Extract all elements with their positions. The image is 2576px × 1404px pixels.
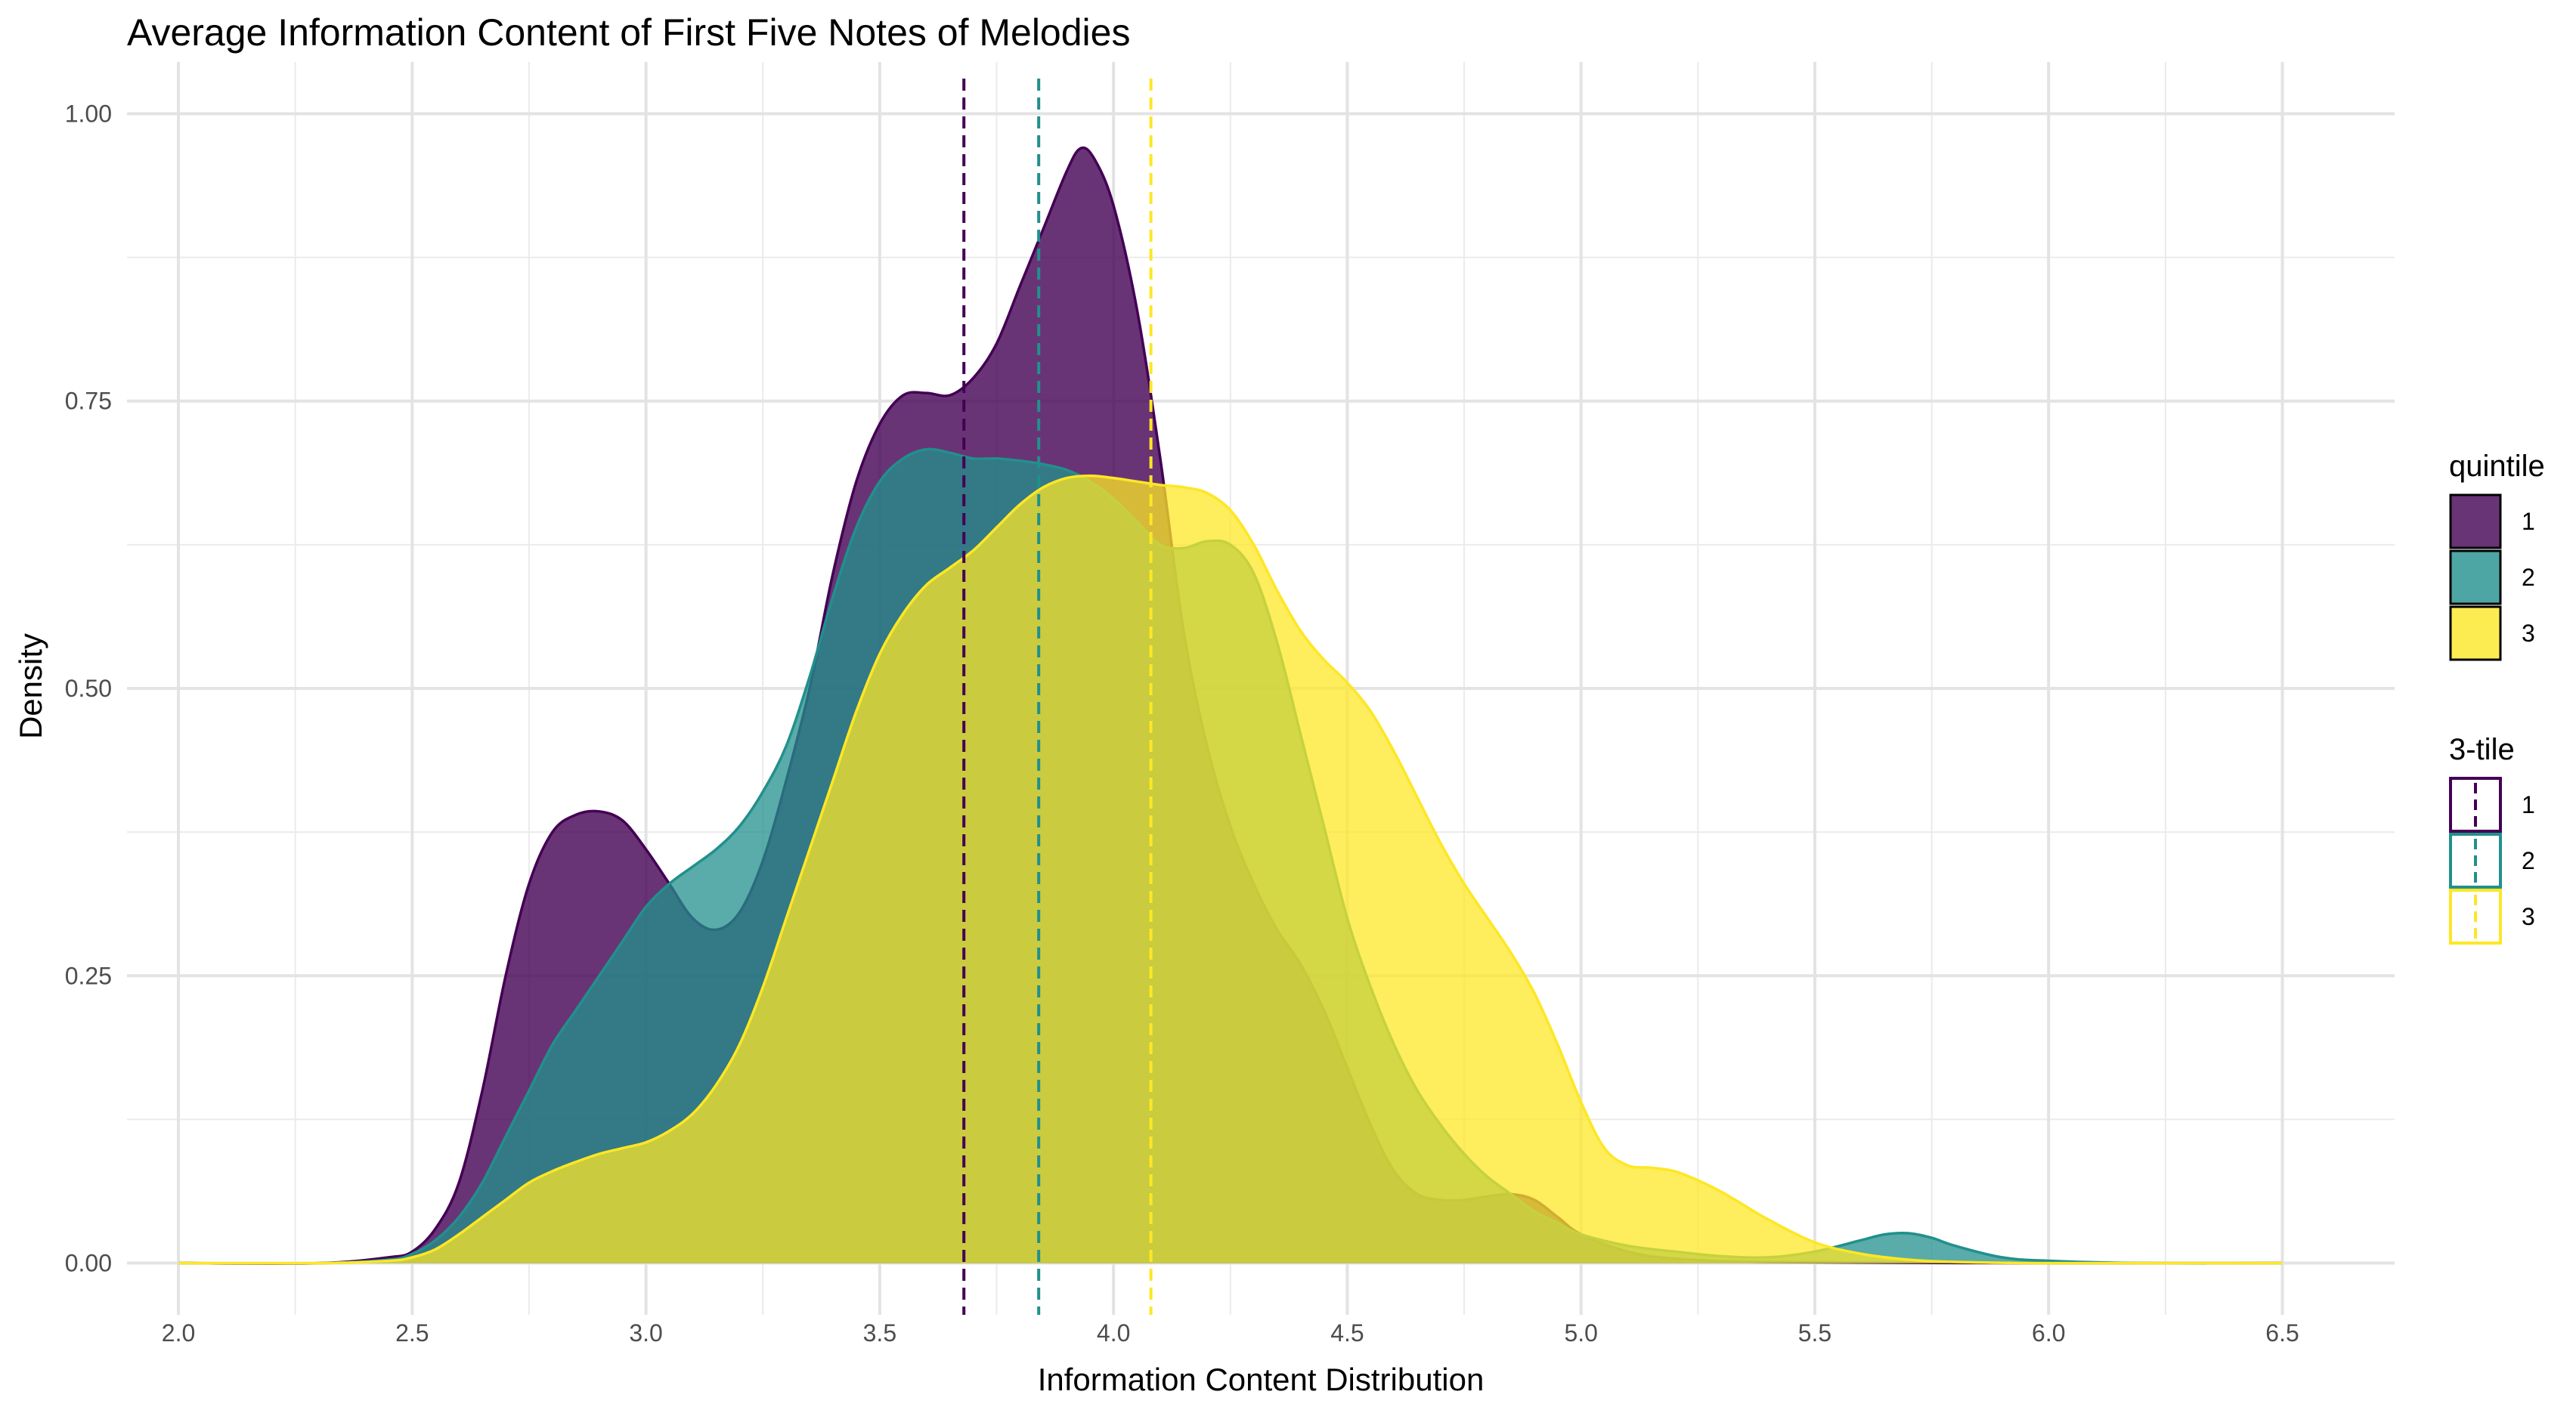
legend-label: 2 <box>2522 564 2535 591</box>
x-tick-label: 4.0 <box>1097 1319 1130 1347</box>
x-tick-label: 6.0 <box>2032 1319 2065 1347</box>
x-tick-label: 2.5 <box>395 1319 429 1347</box>
y-tick-label: 0.50 <box>65 675 112 702</box>
y-tick-label: 0.75 <box>65 388 112 415</box>
legend-label: 1 <box>2522 508 2535 535</box>
y-tick-label: 1.00 <box>65 100 112 127</box>
x-tick-label: 4.5 <box>1330 1319 1364 1347</box>
y-axis-title: Density <box>13 633 48 739</box>
legend: quintile 1 2 3 3-tile 1 2 3 <box>2449 450 2545 945</box>
x-axis-title: Information Content Distribution <box>1038 1362 1485 1397</box>
y-tick-label: 0.25 <box>65 962 112 989</box>
y-tick-label: 0.00 <box>65 1250 112 1277</box>
legend-label: 1 <box>2522 791 2535 818</box>
x-tick-label: 3.5 <box>863 1319 896 1347</box>
legend-label: 3 <box>2522 620 2535 647</box>
legend-key-fill <box>2449 549 2502 605</box>
x-tick-label: 6.5 <box>2265 1319 2299 1347</box>
x-tick-label: 2.0 <box>162 1319 195 1347</box>
legend-label: 3 <box>2522 903 2535 930</box>
density-line-3 <box>178 474 2283 1265</box>
legend-title: quintile <box>2449 450 2545 483</box>
legend-key-fill <box>2449 605 2502 661</box>
x-tick-label: 5.0 <box>1564 1319 1597 1347</box>
x-tick-label: 3.0 <box>629 1319 662 1347</box>
mean-lines <box>962 79 1153 1315</box>
legend-key-fill <box>2449 493 2502 549</box>
chart-title: Average Information Content of First Fiv… <box>127 11 1130 54</box>
x-tick-labels: 2.0 2.5 3.0 3.5 4.0 4.5 5.0 5.5 6.0 6.5 <box>162 1319 2299 1347</box>
legend-label: 2 <box>2522 847 2535 874</box>
y-tick-labels: 0.00 0.25 0.50 0.75 1.00 <box>65 100 112 1276</box>
legend-title: 3-tile <box>2449 733 2515 766</box>
density-area-3 <box>178 475 2283 1263</box>
density-areas <box>178 146 2283 1265</box>
x-tick-label: 5.5 <box>1798 1319 1831 1347</box>
